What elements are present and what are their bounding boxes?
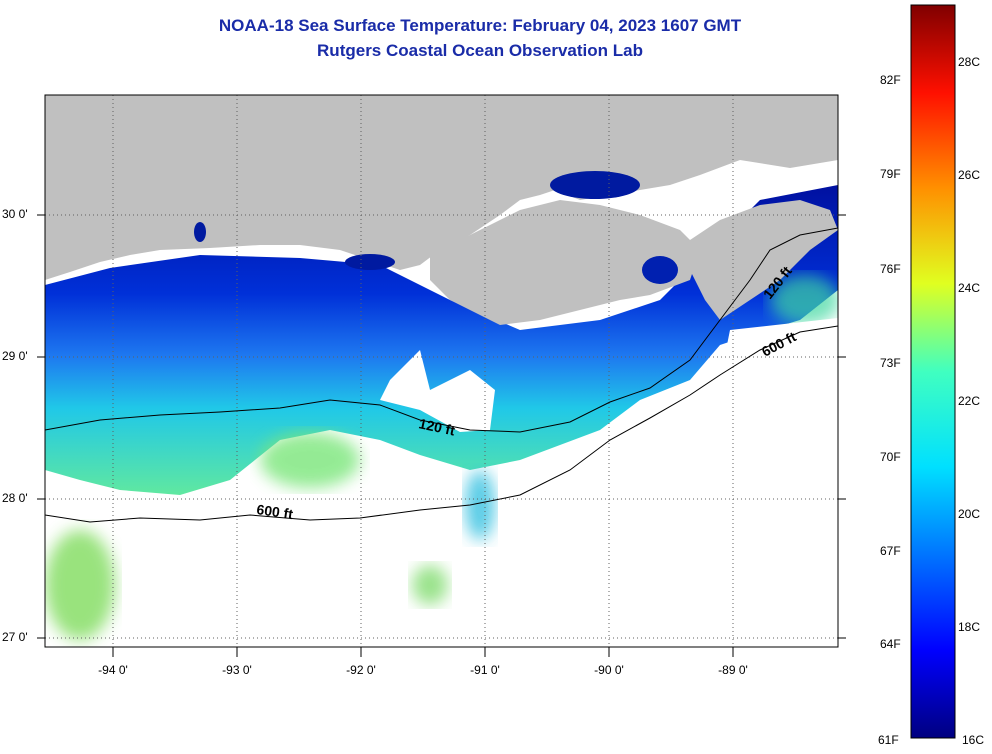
colorbar-c-label: 16C xyxy=(962,733,985,747)
map-subtitle: Rutgers Coastal Ocean Observation Lab xyxy=(317,41,643,60)
colorbar-f-label: 82F xyxy=(880,73,901,87)
colorbar-f-label: 67F xyxy=(880,544,901,558)
colorbar-f-label: 73F xyxy=(880,356,901,370)
cloud-patch xyxy=(380,350,495,432)
lat-label: 30 0' xyxy=(2,207,28,221)
colorbar-c-label: 20C xyxy=(958,507,981,521)
colorbar-c-label: 18C xyxy=(958,620,981,634)
lat-label: 29 0' xyxy=(2,349,28,363)
sst-ocean-data xyxy=(45,185,838,495)
lon-label: -93 0' xyxy=(222,663,252,677)
lon-label: -89 0' xyxy=(718,663,748,677)
contour-600ft xyxy=(45,325,838,523)
lon-label: -90 0' xyxy=(594,663,624,677)
colorbar-f-label: 76F xyxy=(880,262,901,276)
map-frame xyxy=(44,94,839,648)
land-mass xyxy=(45,95,838,280)
colorbar-c-label: 26C xyxy=(958,168,981,182)
lon-label: -91 0' xyxy=(470,663,500,677)
colorbar xyxy=(910,4,956,739)
lon-label: -94 0' xyxy=(98,663,128,677)
lat-label: 27 0' xyxy=(2,630,28,644)
contour-label-120ft: 120 ft xyxy=(417,415,456,438)
colorbar-f-label: 70F xyxy=(880,450,901,464)
map-title: NOAA-18 Sea Surface Temperature: Februar… xyxy=(218,16,742,35)
colorbar-c-label: 28C xyxy=(958,55,981,69)
colorbar-f-label: 79F xyxy=(880,167,901,181)
contour-label-600ft: 600 ft xyxy=(256,501,295,522)
colorbar-f-label: 61F xyxy=(878,733,899,747)
colorbar-c-label: 24C xyxy=(958,281,981,295)
contour-120ft xyxy=(45,227,838,433)
colorbar-c-label: 22C xyxy=(958,394,981,408)
lat-label: 28 0' xyxy=(2,491,28,505)
colorbar-f-label: 64F xyxy=(880,637,901,651)
lon-label: -92 0' xyxy=(346,663,376,677)
